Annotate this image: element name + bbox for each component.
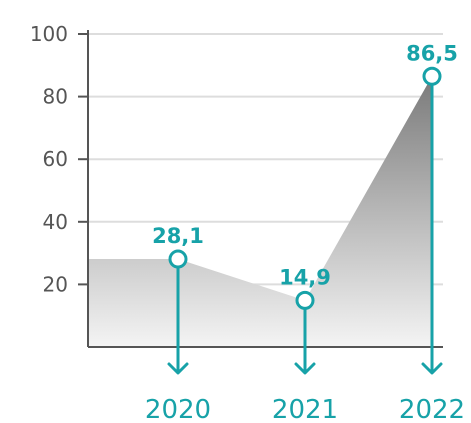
- x-category-label-2020: 2020: [145, 395, 211, 423]
- y-tick-label-40: 40: [43, 210, 68, 234]
- data-point-2020: [168, 249, 188, 269]
- y-tick-labels: 20 40 60 80 100: [30, 22, 68, 296]
- data-label-2020: 28,1: [152, 224, 204, 248]
- data-label-2022: 86,5: [406, 41, 458, 65]
- data-label-2021: 14,9: [279, 265, 331, 289]
- y-tick-label-100: 100: [30, 22, 68, 46]
- x-category-label-2022: 2022: [399, 395, 465, 423]
- arrow-head-2022: [421, 362, 443, 375]
- arrow-head-2020: [167, 362, 189, 375]
- series-area: [88, 76, 432, 347]
- data-markers: 28,1 2020 14,9 2021 86,5 2022: [145, 41, 465, 423]
- x-category-label-2021: 2021: [272, 395, 338, 423]
- arrow-head-2021: [294, 362, 316, 375]
- axes: [78, 30, 443, 348]
- y-tick-label-20: 20: [43, 272, 68, 296]
- area-layer: [88, 76, 432, 347]
- y-tick-label-80: 80: [43, 85, 68, 109]
- data-point-2022: [422, 66, 442, 86]
- data-point-2021: [295, 290, 315, 310]
- y-tick-label-60: 60: [43, 147, 68, 171]
